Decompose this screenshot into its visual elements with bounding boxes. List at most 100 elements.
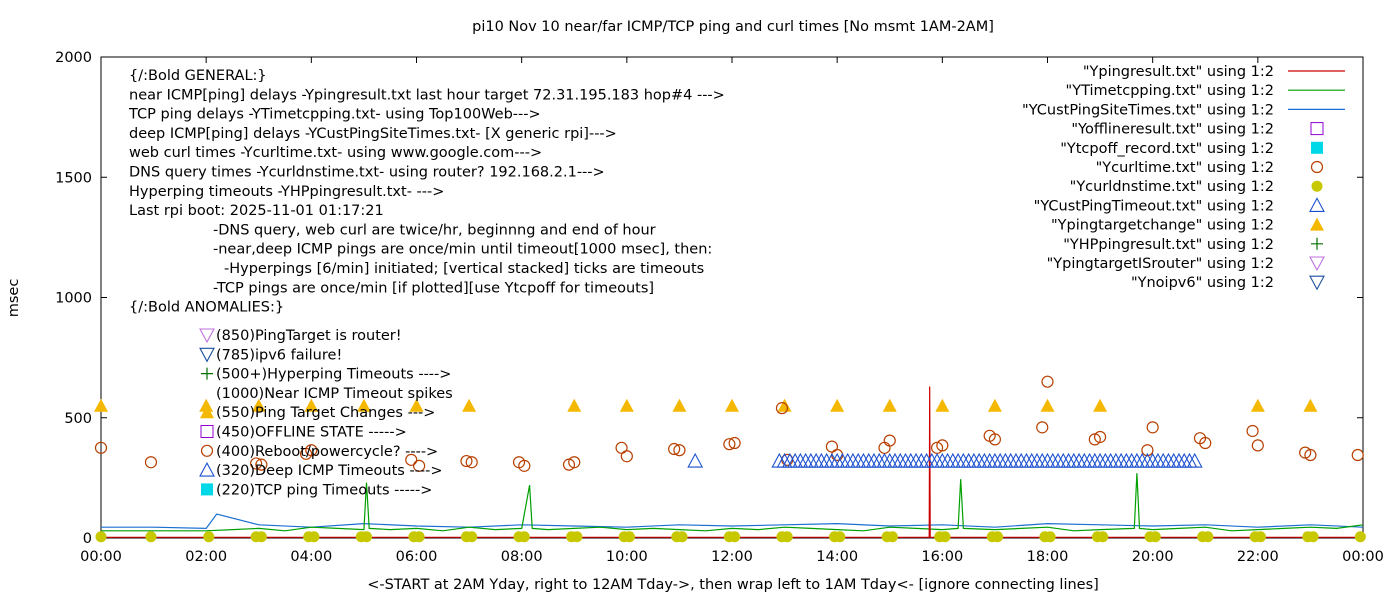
legend-label: "Ypingresult.txt" using 1:2 [1083,64,1274,80]
note-line: Hyperping timeouts -YHPpingresult.txt- -… [129,184,444,200]
legend-label: "Ypingtargetchange" using 1:2 [1051,218,1274,234]
data-point [687,452,704,468]
y-tick-label: 500 [64,411,92,427]
data-point [356,398,371,412]
chart-title: pi10 Nov 10 near/far ICMP/TCP ping and c… [472,19,994,35]
note-line: -near,deep ICMP pings are once/min until… [213,242,712,258]
data-point [571,531,583,543]
anomaly-label: (220)TCP ping Timeouts -----> [216,482,432,498]
x-tick-label: 18:00 [1027,549,1069,565]
note-line: -Hyperpings [6/min] initiated; [vertical… [224,261,704,277]
data-point [518,459,531,472]
data-point [462,398,477,412]
data-point [1304,448,1317,462]
data-point [94,398,108,412]
anomaly-label: (400)Reboot/powercycle? ----> [216,444,438,460]
anomaly-label: (500+)Hyperping Timeouts ----> [216,367,451,383]
legend-label: "YCustPingSiteTimes.txt" using 1:2 [1022,102,1274,118]
data-point [619,398,634,412]
legend-marker [1311,180,1323,192]
x-tick-label: 16:00 [921,549,963,565]
legend-label: "Yofflineresult.txt" using 1:2 [1071,122,1274,138]
data-point [939,531,951,543]
data-point [1088,433,1101,446]
anomaly-label: (850)PingTarget is router! [216,328,402,344]
y-tick-label: 1000 [55,291,92,307]
data-point [623,531,635,543]
data-point [466,531,478,543]
data-point [518,531,530,543]
data-point [1097,531,1109,543]
x-tick-label: 12:00 [711,549,753,565]
data-point [305,444,318,457]
data-point [672,398,687,412]
x-tick-label: 00:00 [80,549,122,565]
data-point [725,398,739,412]
y-tick-label: 1500 [55,170,92,186]
data-point [992,531,1004,543]
data-point [1093,430,1107,444]
anomaly-marker [201,483,213,496]
x-tick-label: 10:00 [606,549,648,565]
data-point [883,434,896,447]
series-line [101,473,1364,532]
data-point [304,398,319,412]
legend-label: "YTimetcpping.txt" using 1:2 [1066,83,1274,99]
data-point [825,440,839,453]
axes-group: 00:00 02:00 04:00 06:00 08:00 10:00 12:00 14:00… [55,50,1384,565]
anomaly-marker [201,367,213,380]
legend-marker [1311,237,1323,250]
x-tick-label: 08:00 [501,549,543,565]
data-point [935,398,950,412]
x-tick-label: 06:00 [396,549,438,565]
data-point [94,441,108,454]
data-point [1251,439,1264,452]
data-point [255,531,267,543]
legend-label: "Ycurldnstime.txt" using 1:2 [1070,179,1274,195]
data-point [568,456,581,469]
data-point [199,398,214,412]
note-line: DNS query times -Ycurldnstime.txt- using… [129,165,605,181]
data-point [1254,531,1266,543]
series-line [101,513,1364,530]
data-point [1093,398,1108,412]
data-point [308,531,320,543]
data-point [882,398,897,412]
anomaly-marker [199,328,215,344]
note-line: web curl times -Ycurltime.txt- using www… [129,145,542,161]
data-point [562,458,576,471]
data-point [1146,421,1159,434]
x-tick-label: 22:00 [1237,549,1279,565]
anomaly-label: (785)ipv6 failure! [216,347,342,363]
notes-group: {/:Bold GENERAL:} near ICMP[ping] delays … [128,68,725,316]
legend-marker [1310,160,1324,174]
legend-label: "Ynoipv6" using 1:2 [1131,275,1274,291]
anomalies-group: (850)PingTarget is router! (785)ipv6 fail… [199,328,453,498]
data-point [1199,436,1212,450]
data-point [936,439,949,452]
series-layer [94,375,1366,543]
note-line: near ICMP[ping] delays -Ypingresult.txt … [129,87,725,103]
data-point [781,531,793,543]
data-point [729,531,741,543]
data-point [615,441,628,454]
data-point [987,398,1002,412]
x-tick-label: 04:00 [290,549,332,565]
data-point [1354,531,1366,543]
data-point [1040,398,1055,412]
data-point [251,398,266,412]
legend-marker [1310,122,1324,136]
note-line: deep ICMP[ping] delays -YCustPingSiteTim… [129,126,617,142]
anomaly-label: (450)OFFLINE STATE -----> [216,425,407,441]
anomaly-marker [200,405,214,419]
data-point [673,444,686,457]
x-tick-label: 02:00 [185,549,227,565]
note-line: Last rpi boot: 2025-11-01 01:17:21 [129,203,384,219]
data-point [1299,446,1312,459]
data-point [775,402,789,415]
note-line: -TCP pings are once/min [if plotted][use… [213,280,654,296]
x-axis-label: <-START at 2AM Yday, right to 12AM Tday-… [367,577,1099,593]
data-point [777,398,792,412]
legend-marker [1311,141,1323,154]
